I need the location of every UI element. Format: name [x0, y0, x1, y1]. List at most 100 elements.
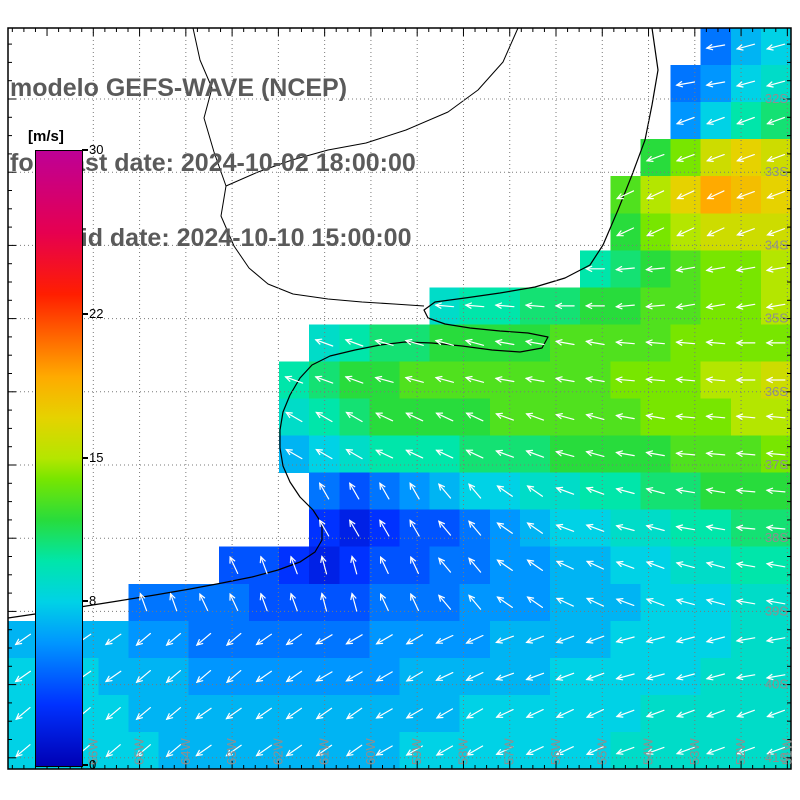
wind-arrow-head	[766, 155, 775, 162]
wind-arrow	[736, 600, 756, 605]
wind-arrow	[196, 669, 212, 683]
wind-arrow-head	[409, 482, 416, 490]
lat-label: 36S	[765, 384, 788, 399]
wind-arrow-head	[554, 376, 563, 383]
wind-arrow	[496, 559, 513, 572]
lat-label: 40S	[765, 677, 788, 692]
wind-arrow-head	[468, 557, 476, 565]
wind-arrow-head	[524, 339, 533, 346]
wind-arrow	[736, 526, 756, 530]
wind-arrow	[645, 341, 666, 345]
wind-arrow-head	[318, 519, 326, 528]
wind-arrow	[286, 633, 303, 646]
wind-arrow-head	[315, 448, 323, 456]
wind-arrow-head	[468, 483, 476, 491]
wind-arrow	[136, 706, 151, 720]
wind-arrow-head	[344, 375, 353, 382]
lon-label: 56W	[548, 738, 563, 765]
wind-arrow	[646, 561, 665, 569]
wind-arrow	[468, 557, 482, 573]
wind-arrow	[676, 303, 696, 308]
wind-arrow-head	[555, 748, 564, 756]
wind-arrow	[706, 673, 726, 680]
wind-arrow	[766, 600, 786, 605]
wind-arrow-head	[375, 449, 383, 456]
wind-arrow	[736, 228, 755, 236]
wind-arrow-head	[195, 676, 204, 684]
wind-arrow-head	[645, 303, 653, 310]
wind-arrow-head	[165, 638, 174, 646]
wind-arrow	[766, 452, 786, 456]
wind-arrow	[405, 412, 424, 422]
wind-arrow-head	[585, 339, 593, 346]
wind-arrow-head	[645, 748, 654, 755]
wind-arrow	[496, 746, 514, 755]
wind-arrow-head	[735, 303, 744, 310]
wind-arrow	[526, 596, 544, 609]
wind-arrow-head	[524, 302, 533, 309]
wind-arrow	[105, 744, 121, 757]
wind-arrow-head	[615, 265, 623, 273]
wind-arrow	[706, 81, 726, 86]
wind-arrow-head	[675, 598, 684, 605]
wind-arrow	[526, 485, 544, 497]
wind-arrow	[496, 522, 513, 534]
wind-arrow-head	[435, 412, 444, 419]
wind-arrow	[586, 487, 605, 495]
wind-arrow	[616, 636, 635, 643]
wind-arrow-head	[438, 520, 445, 528]
wind-arrow	[676, 266, 696, 271]
wind-arrow	[616, 598, 635, 607]
wind-arrow-head	[585, 711, 594, 718]
wind-arrow	[260, 556, 268, 575]
wind-arrow-head	[229, 555, 236, 564]
wind-arrow	[676, 636, 695, 643]
wind-arrow	[290, 593, 298, 612]
wind-arrow	[766, 674, 786, 679]
wind-arrow	[256, 670, 272, 683]
wind-arrow-head	[735, 561, 744, 568]
wind-arrow	[766, 80, 786, 87]
wind-arrow	[706, 452, 726, 456]
wind-arrow	[315, 339, 334, 347]
wind-arrow-head	[645, 711, 654, 718]
wind-arrow	[616, 525, 635, 532]
wind-arrow	[736, 452, 756, 456]
wind-arrow-head	[465, 749, 474, 756]
wind-arrow	[380, 593, 389, 612]
wind-arrow	[525, 340, 545, 346]
wind-arrow-head	[465, 637, 474, 644]
wind-arrow	[435, 634, 454, 644]
wind-arrow-head	[284, 375, 293, 382]
wind-arrow-head	[615, 674, 624, 681]
wind-arrow	[346, 744, 363, 757]
lon-label: 60W	[363, 738, 378, 765]
wind-arrow	[286, 707, 303, 720]
wind-arrow	[166, 669, 182, 683]
wind-arrow	[556, 635, 575, 644]
wind-arrow-head	[675, 80, 684, 88]
wind-arrow	[585, 377, 605, 383]
wind-arrow	[345, 376, 364, 384]
wind-arrow-head	[675, 748, 684, 755]
wind-arrow-head	[675, 450, 683, 457]
wind-arrow-head	[496, 522, 505, 529]
wind-arrow	[468, 520, 482, 536]
wind-arrow-head	[555, 637, 564, 644]
lat-label: 35S	[765, 311, 788, 326]
wind-arrow-head	[705, 561, 714, 568]
wind-arrow	[435, 671, 454, 681]
wind-arrow-head	[374, 375, 383, 383]
wind-arrow-head	[615, 339, 623, 346]
wind-arrow-head	[615, 193, 624, 200]
wind-arrow	[586, 746, 605, 755]
wind-arrow-head	[465, 412, 474, 419]
wind-arrow-head	[555, 674, 564, 681]
wind-arrow	[615, 378, 635, 382]
wind-arrow	[616, 227, 635, 237]
wind-arrow	[766, 637, 786, 642]
wind-arrow	[466, 671, 484, 681]
wind-arrow-head	[645, 560, 654, 568]
wind-arrow-head	[525, 412, 534, 419]
wind-arrow-head	[766, 118, 775, 125]
